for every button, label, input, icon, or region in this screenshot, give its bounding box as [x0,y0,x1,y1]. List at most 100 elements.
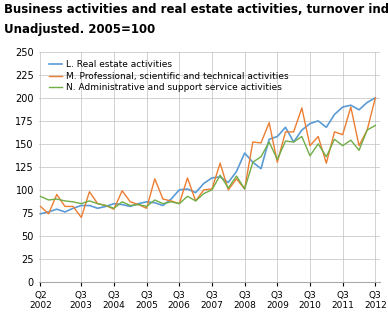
L. Real estate activities [234,169,239,173]
M. Professional, scientific and technical activities [120,189,125,193]
N. Administrative and support service activities [193,199,198,203]
M. Professional, scientific and technical activities [373,96,378,100]
L. Real estate activities [267,137,272,141]
N. Administrative and support service activities [324,155,329,159]
L. Real estate activities [112,202,116,206]
Text: Unadjusted. 2005=100: Unadjusted. 2005=100 [4,23,155,36]
L. Real estate activities [95,206,100,210]
N. Administrative and support service activities [46,198,51,202]
M. Professional, scientific and technical activities [71,204,75,208]
M. Professional, scientific and technical activities [218,161,222,165]
L. Real estate activities [251,160,255,164]
N. Administrative and support service activities [242,187,247,191]
M. Professional, scientific and technical activities [104,203,108,207]
N. Administrative and support service activities [152,198,157,202]
L. Real estate activities [348,103,353,107]
L. Real estate activities [210,176,214,180]
M. Professional, scientific and technical activities [87,190,92,194]
L. Real estate activities [79,203,83,207]
L. Real estate activities [161,203,165,207]
M. Professional, scientific and technical activities [267,121,272,125]
M. Professional, scientific and technical activities [112,207,116,211]
N. Administrative and support service activities [218,173,222,177]
M. Professional, scientific and technical activities [152,177,157,181]
M. Professional, scientific and technical activities [275,160,280,164]
L. Real estate activities [373,96,378,100]
L. Real estate activities [62,210,67,214]
Line: L. Real estate activities: L. Real estate activities [40,98,375,214]
L. Real estate activities [54,207,59,211]
N. Administrative and support service activities [373,123,378,127]
L. Real estate activities [120,202,125,206]
L. Real estate activities [38,212,43,216]
M. Professional, scientific and technical activities [136,202,141,206]
M. Professional, scientific and technical activities [324,161,329,165]
N. Administrative and support service activities [161,202,165,206]
N. Administrative and support service activities [300,134,304,138]
M. Professional, scientific and technical activities [242,187,247,191]
Legend: L. Real estate activities, M. Professional, scientific and technical activities,: L. Real estate activities, M. Profession… [47,59,290,94]
L. Real estate activities [324,125,329,129]
M. Professional, scientific and technical activities [161,197,165,201]
N. Administrative and support service activities [275,157,280,161]
M. Professional, scientific and technical activities [308,144,312,148]
N. Administrative and support service activities [136,202,141,206]
N. Administrative and support service activities [144,204,149,208]
N. Administrative and support service activities [210,188,214,192]
M. Professional, scientific and technical activities [210,187,214,191]
M. Professional, scientific and technical activities [283,130,288,134]
L. Real estate activities [308,122,312,126]
M. Professional, scientific and technical activities [234,177,239,181]
L. Real estate activities [87,203,92,207]
N. Administrative and support service activities [259,155,263,159]
M. Professional, scientific and technical activities [316,134,320,138]
N. Administrative and support service activities [357,148,361,152]
L. Real estate activities [283,125,288,129]
N. Administrative and support service activities [54,197,59,201]
M. Professional, scientific and technical activities [144,206,149,210]
M. Professional, scientific and technical activities [169,199,173,203]
M. Professional, scientific and technical activities [259,141,263,145]
L. Real estate activities [136,202,141,206]
L. Real estate activities [144,200,149,204]
L. Real estate activities [177,188,182,192]
N. Administrative and support service activities [267,140,272,144]
L. Real estate activities [242,151,247,155]
M. Professional, scientific and technical activities [365,128,369,132]
L. Real estate activities [226,180,230,184]
N. Administrative and support service activities [177,202,182,206]
M. Professional, scientific and technical activities [340,133,345,137]
L. Real estate activities [201,181,206,185]
M. Professional, scientific and technical activities [38,204,43,208]
M. Professional, scientific and technical activities [332,130,337,134]
L. Real estate activities [357,108,361,112]
M. Professional, scientific and technical activities [226,188,230,192]
N. Administrative and support service activities [112,206,116,210]
N. Administrative and support service activities [348,138,353,142]
M. Professional, scientific and technical activities [177,202,182,206]
N. Administrative and support service activities [87,199,92,203]
L. Real estate activities [185,187,190,191]
L. Real estate activities [259,167,263,171]
M. Professional, scientific and technical activities [193,199,198,203]
M. Professional, scientific and technical activities [185,176,190,180]
N. Administrative and support service activities [38,194,43,198]
N. Administrative and support service activities [234,174,239,178]
N. Administrative and support service activities [283,139,288,143]
N. Administrative and support service activities [128,203,133,207]
L. Real estate activities [300,128,304,132]
N. Administrative and support service activities [251,160,255,164]
M. Professional, scientific and technical activities [201,188,206,192]
N. Administrative and support service activities [365,128,369,132]
N. Administrative and support service activities [316,142,320,146]
M. Professional, scientific and technical activities [54,192,59,196]
N. Administrative and support service activities [62,199,67,203]
L. Real estate activities [218,175,222,179]
N. Administrative and support service activities [120,200,125,204]
N. Administrative and support service activities [185,194,190,198]
L. Real estate activities [332,112,337,116]
N. Administrative and support service activities [226,186,230,190]
M. Professional, scientific and technical activities [79,215,83,219]
N. Administrative and support service activities [332,137,337,141]
M. Professional, scientific and technical activities [300,106,304,110]
